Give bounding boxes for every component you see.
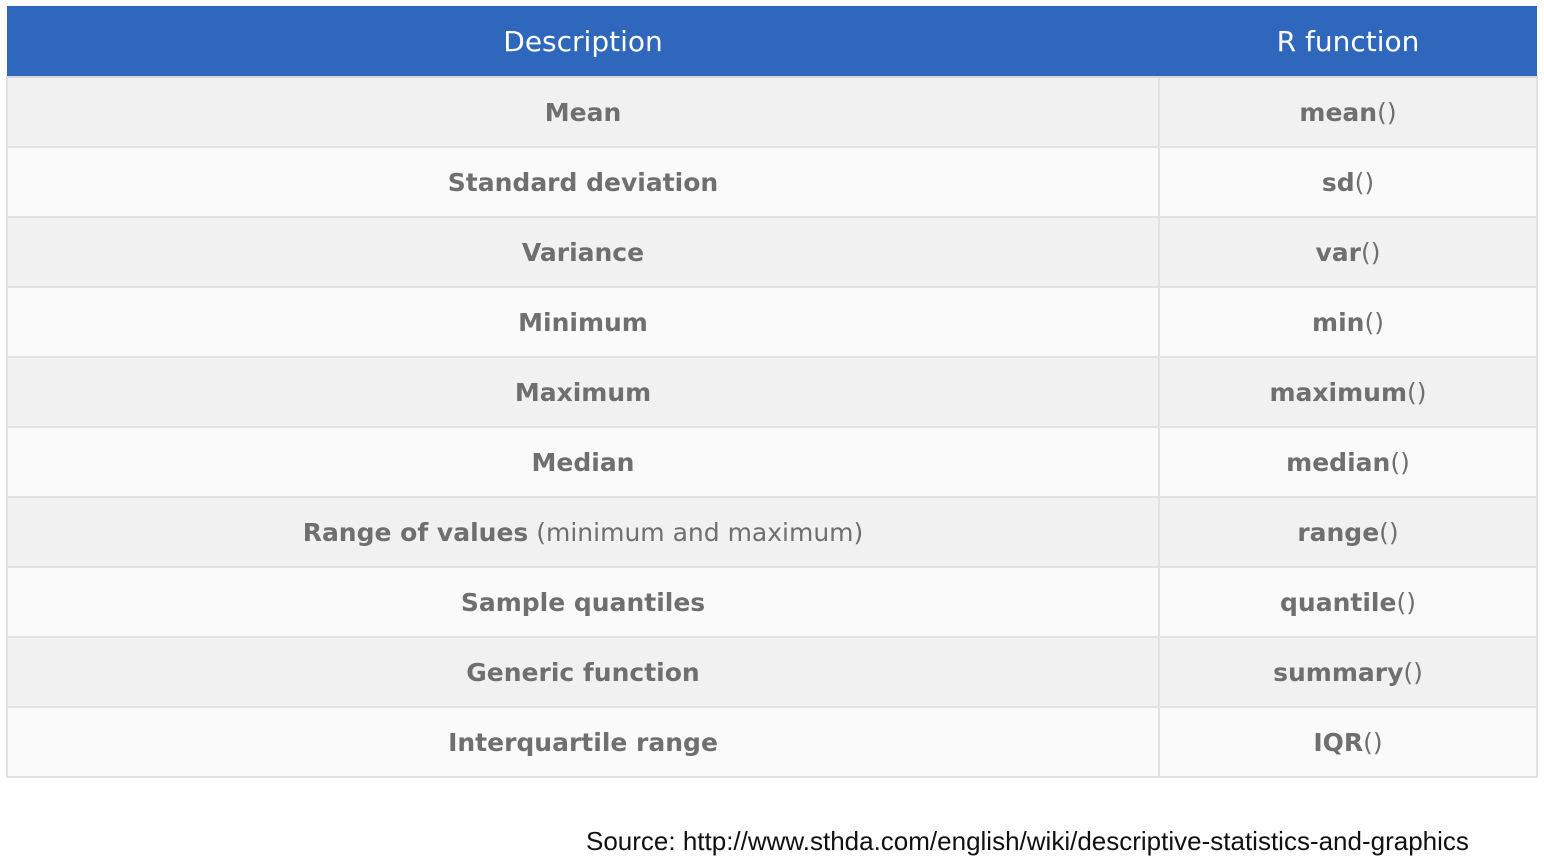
header-r-function: R function xyxy=(1159,6,1537,78)
function-name: var xyxy=(1315,237,1361,267)
header-description: Description xyxy=(7,6,1159,78)
function-parens: () xyxy=(1377,97,1397,127)
function-parens: () xyxy=(1390,447,1410,477)
function-name: mean xyxy=(1299,97,1378,127)
description-text: Generic function xyxy=(466,657,700,687)
function-parens: () xyxy=(1379,517,1399,547)
description-text: Mean xyxy=(544,97,622,127)
function-cell: IQR() xyxy=(1158,706,1538,778)
function-name: summary xyxy=(1273,657,1404,687)
description-note: (minimum and maximum) xyxy=(528,517,864,547)
description-cell: Mean xyxy=(6,76,1160,148)
table-row: Variance var() xyxy=(6,216,1538,288)
function-name: median xyxy=(1286,447,1391,477)
description-cell: Standard deviation xyxy=(6,146,1160,218)
function-cell: sd() xyxy=(1158,146,1538,218)
function-name: min xyxy=(1312,307,1365,337)
header-row: Description R function xyxy=(7,6,1537,78)
stats-functions-table: Description R function Mean mean() Stand… xyxy=(6,6,1538,778)
function-cell: maximum() xyxy=(1158,356,1538,428)
table-row: Sample quantiles quantile() xyxy=(6,566,1538,638)
function-parens: () xyxy=(1396,587,1416,617)
table-row: Standard deviation sd() xyxy=(6,146,1538,218)
source-citation: Source: http://www.sthda.com/english/wik… xyxy=(586,826,1469,856)
description-text: Median xyxy=(531,447,635,477)
function-cell: var() xyxy=(1158,216,1538,288)
description-cell: Maximum xyxy=(6,356,1160,428)
function-cell: range() xyxy=(1158,496,1538,568)
function-name: quantile xyxy=(1280,587,1397,617)
table-row: Range of values (minimum and maximum) ra… xyxy=(6,496,1538,568)
description-cell: Range of values (minimum and maximum) xyxy=(6,496,1160,568)
table-row: Maximum maximum() xyxy=(6,356,1538,428)
function-parens: () xyxy=(1363,727,1383,757)
description-text: Range of values xyxy=(302,517,529,547)
function-cell: mean() xyxy=(1158,76,1538,148)
function-cell: quantile() xyxy=(1158,566,1538,638)
table-row: Generic function summary() xyxy=(6,636,1538,708)
table-header: Description R function xyxy=(7,6,1537,78)
function-cell: median() xyxy=(1158,426,1538,498)
description-text: Interquartile range xyxy=(448,727,718,757)
description-cell: Minimum xyxy=(6,286,1160,358)
function-parens: () xyxy=(1403,657,1423,687)
table-row: Median median() xyxy=(6,426,1538,498)
description-text: Maximum xyxy=(514,377,652,407)
function-name: IQR xyxy=(1313,727,1364,757)
description-cell: Median xyxy=(6,426,1160,498)
function-cell: summary() xyxy=(1158,636,1538,708)
table-row: Interquartile range IQR() xyxy=(6,706,1538,778)
description-text: Sample quantiles xyxy=(460,587,706,617)
description-cell: Variance xyxy=(6,216,1160,288)
description-text: Variance xyxy=(521,237,645,267)
function-cell: min() xyxy=(1158,286,1538,358)
function-parens: () xyxy=(1360,237,1381,267)
description-text: Standard deviation xyxy=(447,167,719,197)
description-cell: Generic function xyxy=(6,636,1160,708)
function-parens: () xyxy=(1354,167,1375,197)
function-name: range xyxy=(1297,517,1380,547)
description-text: Minimum xyxy=(518,307,648,337)
function-name: maximum xyxy=(1269,377,1407,407)
function-parens: () xyxy=(1364,307,1384,337)
table-row: Mean mean() xyxy=(6,76,1538,148)
function-parens: () xyxy=(1407,377,1427,407)
description-cell: Sample quantiles xyxy=(6,566,1160,638)
function-name: sd xyxy=(1321,167,1355,197)
table-row: Minimum min() xyxy=(6,286,1538,358)
table-body: Mean mean() Standard deviation sd() Vari… xyxy=(6,76,1538,778)
description-cell: Interquartile range xyxy=(6,706,1160,778)
